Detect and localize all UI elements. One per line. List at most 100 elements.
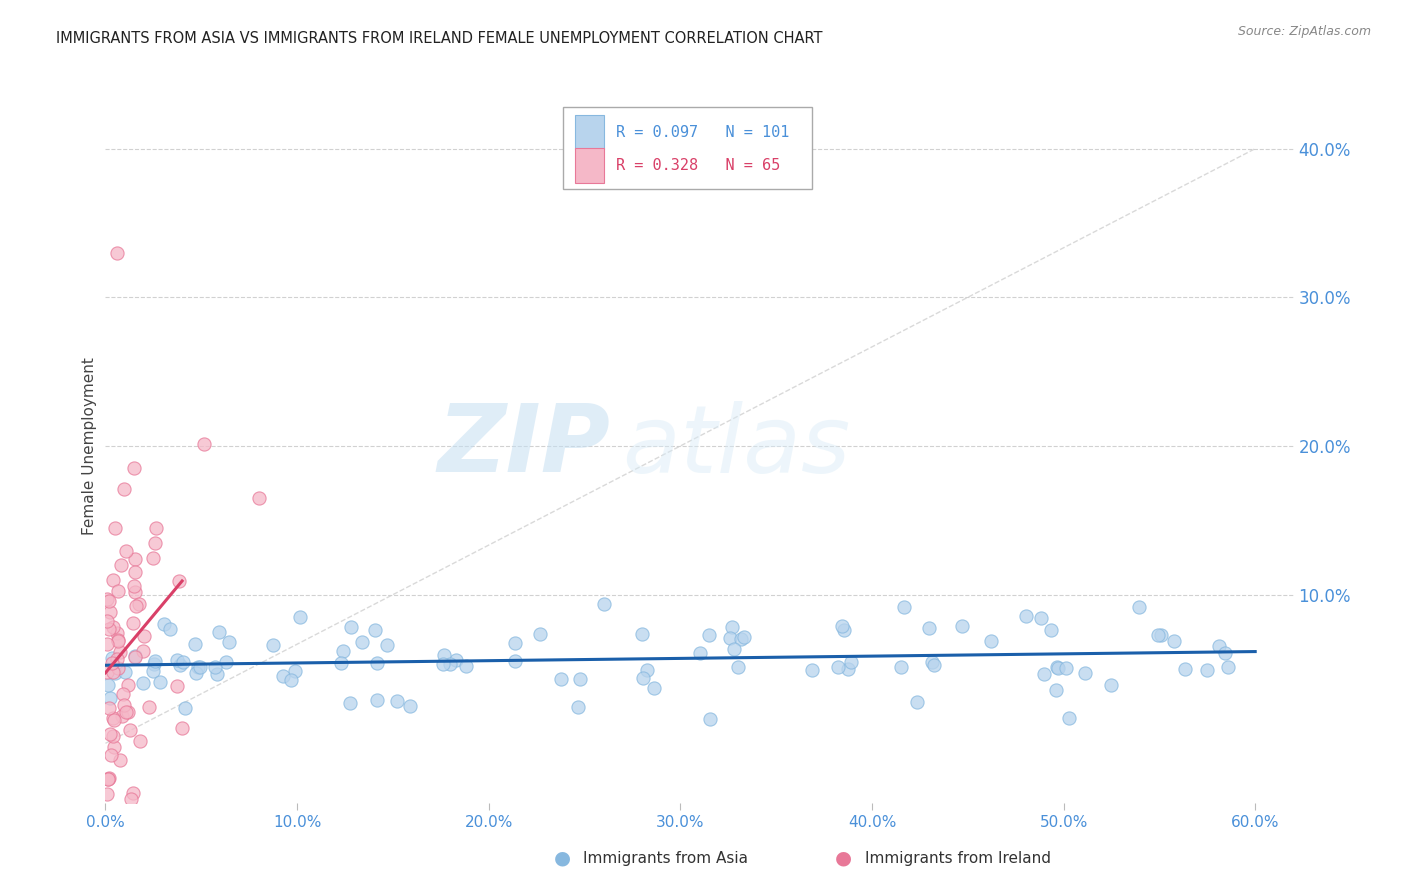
Point <box>159 622 181 636</box>
Text: ●: ● <box>554 848 571 868</box>
Point <box>128 597 150 611</box>
Point <box>96 665 118 680</box>
Point <box>172 655 194 669</box>
Point <box>167 574 190 589</box>
Point <box>950 619 973 633</box>
Point <box>1147 628 1170 642</box>
FancyBboxPatch shape <box>575 148 605 183</box>
Point <box>893 599 915 614</box>
Point <box>98 727 121 741</box>
Point <box>330 656 353 670</box>
Point <box>340 620 363 634</box>
Point <box>97 678 120 692</box>
Point <box>921 656 943 670</box>
Point <box>103 711 125 725</box>
Point <box>1040 623 1063 637</box>
Point <box>529 627 551 641</box>
Point <box>280 673 302 688</box>
Point <box>114 665 136 679</box>
Point <box>980 633 1002 648</box>
Text: Source: ZipAtlas.com: Source: ZipAtlas.com <box>1237 25 1371 38</box>
Point <box>643 681 665 696</box>
Point <box>1073 666 1095 681</box>
Point <box>101 729 124 743</box>
Point <box>142 550 165 565</box>
Point <box>918 621 941 635</box>
Point <box>1015 608 1038 623</box>
FancyBboxPatch shape <box>575 115 605 149</box>
Point <box>215 655 238 669</box>
Point <box>100 651 122 665</box>
Point <box>124 565 146 579</box>
Point <box>730 632 752 647</box>
Point <box>1045 683 1067 698</box>
Point <box>1163 634 1185 648</box>
Point <box>103 714 125 728</box>
Point <box>1101 678 1123 692</box>
Point <box>439 657 461 671</box>
Point <box>593 597 616 611</box>
Point <box>727 659 749 673</box>
Point <box>115 705 138 719</box>
Point <box>104 521 127 535</box>
Point <box>105 652 128 666</box>
Point <box>117 705 139 719</box>
Point <box>503 654 526 668</box>
Point <box>207 624 229 639</box>
Point <box>104 665 127 680</box>
Point <box>142 664 165 678</box>
Point <box>170 722 193 736</box>
Point <box>1029 611 1052 625</box>
Point <box>101 620 124 634</box>
Text: R = 0.097   N = 101: R = 0.097 N = 101 <box>616 125 790 139</box>
Point <box>122 461 145 475</box>
Point <box>550 672 572 686</box>
Point <box>110 753 132 767</box>
Point <box>98 701 121 715</box>
Point <box>103 739 125 754</box>
Point <box>125 599 148 614</box>
Point <box>339 696 361 710</box>
Point <box>98 605 121 619</box>
Point <box>568 673 591 687</box>
Point <box>118 723 141 737</box>
FancyBboxPatch shape <box>562 107 813 189</box>
Point <box>1150 628 1173 642</box>
Point <box>131 644 153 658</box>
Point <box>101 573 124 587</box>
Text: R = 0.328   N = 65: R = 0.328 N = 65 <box>616 158 780 173</box>
Point <box>433 648 456 662</box>
Point <box>503 635 526 649</box>
Point <box>697 628 720 642</box>
Point <box>103 665 125 680</box>
Point <box>190 660 212 674</box>
Point <box>456 659 478 673</box>
Point <box>827 659 849 673</box>
Point <box>117 678 139 692</box>
Point <box>129 733 152 747</box>
Point <box>366 657 388 671</box>
Point <box>120 792 142 806</box>
Point <box>271 668 294 682</box>
Point <box>801 663 824 677</box>
Text: IMMIGRANTS FROM ASIA VS IMMIGRANTS FROM IRELAND FEMALE UNEMPLOYMENT CORRELATION : IMMIGRANTS FROM ASIA VS IMMIGRANTS FROM … <box>56 31 823 46</box>
Point <box>262 638 284 652</box>
Point <box>721 620 744 634</box>
Point <box>105 245 128 260</box>
Point <box>134 630 156 644</box>
Point <box>1046 661 1069 675</box>
Point <box>97 772 120 786</box>
Point <box>636 664 658 678</box>
Point <box>166 653 188 667</box>
Point <box>432 657 454 671</box>
Point <box>890 660 912 674</box>
Point <box>699 712 721 726</box>
Point <box>122 786 145 800</box>
Point <box>112 698 135 712</box>
Point <box>288 610 311 624</box>
Point <box>98 594 121 608</box>
Point <box>149 675 172 690</box>
Point <box>689 646 711 660</box>
Point <box>96 614 118 628</box>
Point <box>111 709 134 723</box>
